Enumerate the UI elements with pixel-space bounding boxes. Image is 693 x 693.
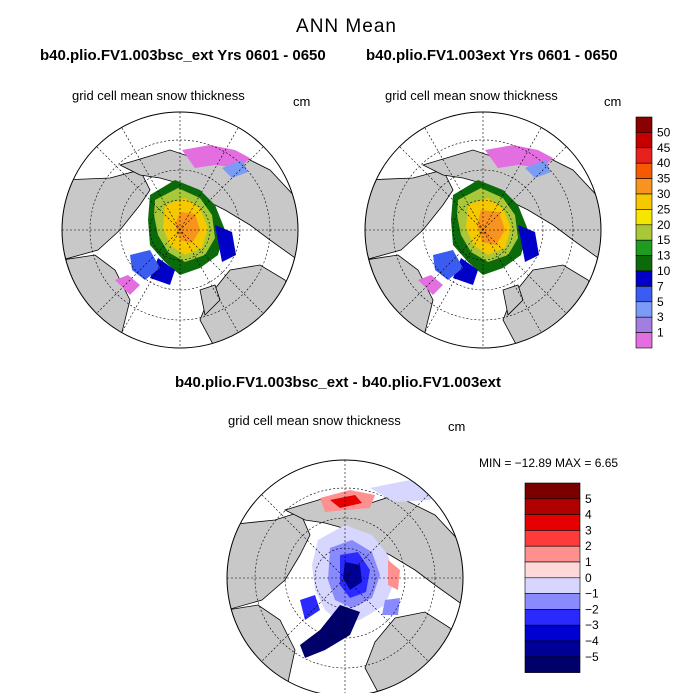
colorbar-tick-label: 20 <box>657 218 671 232</box>
colorbar-swatch <box>635 270 653 287</box>
colorbar-swatch <box>524 498 581 515</box>
left-polar-map <box>61 111 299 349</box>
colorbar-swatch <box>524 561 581 579</box>
colorbar-tick-label: 25 <box>657 202 671 216</box>
difference-colorbar: 5 43 2 1 0 −1−2 −3 −4 −5 <box>524 482 599 673</box>
colorbar-tick-label: −2 <box>585 602 599 616</box>
colorbar-tick-label: 13 <box>657 249 671 263</box>
colorbar-swatch <box>635 147 653 164</box>
colorbar-swatch <box>635 116 653 133</box>
colorbar-tick-label: 5 <box>585 492 592 506</box>
colorbar-swatch <box>635 316 653 333</box>
colorbar-tick-label: 45 <box>657 141 671 155</box>
colorbar-tick-label: 3 <box>585 523 592 537</box>
colorbar-swatch <box>524 640 581 658</box>
colorbar-tick-label: −4 <box>585 634 599 648</box>
colorbar-swatch <box>635 162 653 179</box>
colorbar-tick-label: 5 <box>657 295 664 309</box>
colorbar-tick-label: 1 <box>657 326 664 340</box>
colorbar-swatch <box>635 193 653 210</box>
right-variable-label: grid cell mean snow thickness <box>385 88 558 103</box>
colorbar-swatch <box>635 332 653 349</box>
colorbar-swatch <box>524 482 581 500</box>
colorbar-swatch <box>524 577 581 594</box>
colorbar-tick-label: 10 <box>657 264 671 278</box>
main-title: ANN Mean <box>296 16 397 37</box>
colorbar-swatch <box>635 132 653 149</box>
colorbar-tick-label: 4 <box>585 508 592 522</box>
difference-polar-map <box>226 459 464 693</box>
difference-units-label: cm <box>448 419 466 434</box>
right-case-title: b40.plio.FV1.003ext Yrs 0601 - 0650 <box>366 47 618 64</box>
left-variable-label: grid cell mean snow thickness <box>72 88 245 103</box>
colorbar-swatch <box>635 209 653 226</box>
left-units-label: cm <box>293 94 311 109</box>
colorbar-tick-label: 1 <box>585 555 592 569</box>
colorbar-tick-label: 3 <box>657 310 664 324</box>
colorbar-tick-label: 15 <box>657 233 671 247</box>
colorbar-tick-label: −5 <box>585 650 599 664</box>
colorbar-tick-label: 7 <box>657 279 664 293</box>
colorbar-swatch <box>524 514 581 531</box>
colorbar-tick-label: 50 <box>657 125 671 139</box>
colorbar-swatch <box>524 545 581 563</box>
colorbar-tick-label: 40 <box>657 156 671 170</box>
right-polar-map <box>364 111 602 349</box>
colorbar-swatch <box>524 530 581 547</box>
colorbar-swatch <box>635 178 653 195</box>
colorbar-tick-label: 2 <box>585 539 592 553</box>
difference-min-max: MIN = −12.89 MAX = 6.65 <box>479 456 619 470</box>
colorbar-swatch <box>635 224 653 241</box>
colorbar-swatch <box>635 286 653 303</box>
colorbar-swatch <box>635 239 653 256</box>
colorbar-swatch <box>635 255 653 272</box>
colorbar-tick-label: −1 <box>585 587 599 601</box>
colorbar-swatch <box>524 593 581 610</box>
colorbar-tick-label: 30 <box>657 187 671 201</box>
difference-variable-label: grid cell mean snow thickness <box>228 413 401 428</box>
colorbar-tick-label: 35 <box>657 172 671 186</box>
colorbar-swatch <box>524 624 581 642</box>
left-case-title: b40.plio.FV1.003bsc_ext Yrs 0601 - 0650 <box>40 47 326 64</box>
colorbar-swatch <box>524 656 581 673</box>
colorbar-tick-label: 0 <box>585 571 592 585</box>
colorbar-swatch <box>524 609 581 626</box>
colorbar-swatch <box>635 301 653 318</box>
difference-case-title: b40.plio.FV1.003bsc_ext - b40.plio.FV1.0… <box>175 374 501 391</box>
colorbar-tick-label: −3 <box>585 618 599 632</box>
right-units-label: cm <box>604 94 622 109</box>
